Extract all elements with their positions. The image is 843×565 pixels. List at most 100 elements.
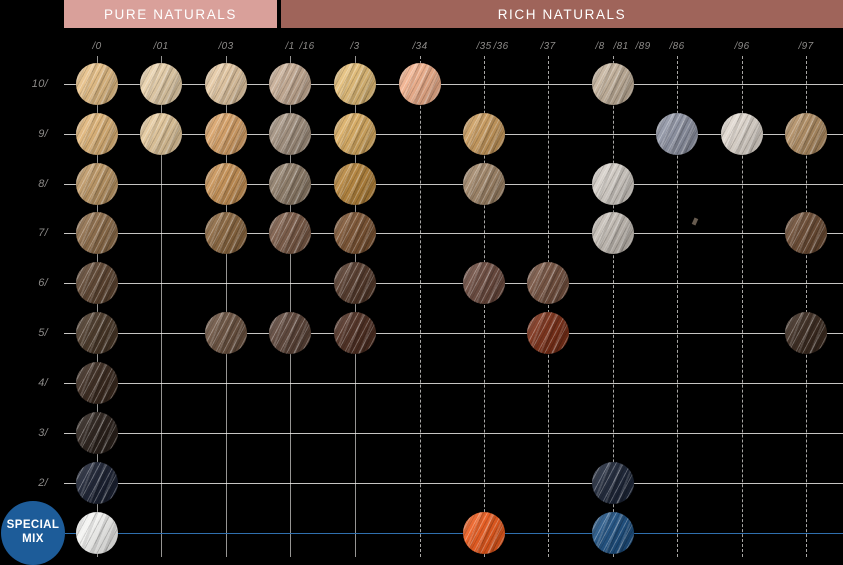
shade-7-97-highlight bbox=[785, 212, 827, 254]
shade-3-0[interactable] bbox=[76, 412, 118, 454]
shade-9-0[interactable] bbox=[76, 113, 118, 155]
grid-vline-c6 bbox=[420, 56, 421, 557]
shade-4-0-highlight bbox=[76, 362, 118, 404]
grid-hline-r8 bbox=[64, 184, 843, 185]
shade-2-8[interactable] bbox=[592, 462, 634, 504]
shade-6-35-texture bbox=[463, 262, 505, 304]
shade-2-0[interactable] bbox=[76, 462, 118, 504]
shade-4-0-texture bbox=[76, 362, 118, 404]
shade-10-3-highlight bbox=[334, 63, 376, 105]
special-mix-white-highlight bbox=[76, 512, 118, 554]
shade-10-0-highlight bbox=[76, 63, 118, 105]
shade-10-01-texture bbox=[140, 63, 182, 105]
shade-10-1[interactable] bbox=[269, 63, 311, 105]
shade-10-03-highlight bbox=[205, 63, 247, 105]
special-mix-orange[interactable] bbox=[463, 512, 505, 554]
shade-4-0[interactable] bbox=[76, 362, 118, 404]
special-mix-badge[interactable]: SPECIAL MIX bbox=[1, 501, 65, 565]
shade-5-03[interactable] bbox=[205, 312, 247, 354]
shade-7-8-highlight bbox=[592, 212, 634, 254]
row-label-r4: 4/ bbox=[38, 377, 48, 389]
column-label-c4: /16 bbox=[299, 41, 315, 52]
special-mix-blue[interactable] bbox=[592, 512, 634, 554]
shade-10-1-texture bbox=[269, 63, 311, 105]
shade-9-97[interactable] bbox=[785, 113, 827, 155]
shade-9-03[interactable] bbox=[205, 113, 247, 155]
shade-7-97[interactable] bbox=[785, 212, 827, 254]
column-label-c1: /01 bbox=[153, 41, 169, 52]
shade-10-0-texture bbox=[76, 63, 118, 105]
shade-8-8-highlight bbox=[592, 163, 634, 205]
shade-7-03[interactable] bbox=[205, 212, 247, 254]
shade-8-1[interactable] bbox=[269, 163, 311, 205]
grid-vline-c9 bbox=[548, 56, 549, 557]
shade-6-35[interactable] bbox=[463, 262, 505, 304]
shade-5-0[interactable] bbox=[76, 312, 118, 354]
shade-9-96-highlight bbox=[721, 113, 763, 155]
shade-7-0[interactable] bbox=[76, 212, 118, 254]
shade-7-8[interactable] bbox=[592, 212, 634, 254]
row-label-r9: 9/ bbox=[38, 128, 48, 140]
column-label-c15: /97 bbox=[798, 41, 814, 52]
column-label-c3: /1 bbox=[285, 41, 295, 52]
shade-6-37-texture bbox=[527, 262, 569, 304]
shade-9-1[interactable] bbox=[269, 113, 311, 155]
render-artifact-0 bbox=[691, 217, 699, 226]
shade-8-3-texture bbox=[334, 163, 376, 205]
shade-2-0-highlight bbox=[76, 462, 118, 504]
shade-5-3[interactable] bbox=[334, 312, 376, 354]
grid-vline-c14 bbox=[742, 56, 743, 557]
shade-9-86[interactable] bbox=[656, 113, 698, 155]
shade-8-03[interactable] bbox=[205, 163, 247, 205]
column-label-c9: /37 bbox=[540, 41, 556, 52]
shade-10-8-highlight bbox=[592, 63, 634, 105]
shade-7-3[interactable] bbox=[334, 212, 376, 254]
shade-6-3[interactable] bbox=[334, 262, 376, 304]
shade-8-35[interactable] bbox=[463, 163, 505, 205]
shade-6-0-highlight bbox=[76, 262, 118, 304]
shade-6-37[interactable] bbox=[527, 262, 569, 304]
shade-10-01-highlight bbox=[140, 63, 182, 105]
shade-8-0[interactable] bbox=[76, 163, 118, 205]
shade-9-3[interactable] bbox=[334, 113, 376, 155]
shade-8-0-highlight bbox=[76, 163, 118, 205]
shade-8-3[interactable] bbox=[334, 163, 376, 205]
shade-9-35[interactable] bbox=[463, 113, 505, 155]
shade-8-8[interactable] bbox=[592, 163, 634, 205]
shade-7-8-texture bbox=[592, 212, 634, 254]
special-mix-orange-texture bbox=[463, 512, 505, 554]
shade-10-0[interactable] bbox=[76, 63, 118, 105]
shade-10-8[interactable] bbox=[592, 63, 634, 105]
shade-6-0-texture bbox=[76, 262, 118, 304]
special-mix-blue-highlight bbox=[592, 512, 634, 554]
shade-5-3-texture bbox=[334, 312, 376, 354]
shade-5-97[interactable] bbox=[785, 312, 827, 354]
shade-10-03[interactable] bbox=[205, 63, 247, 105]
shade-7-1[interactable] bbox=[269, 212, 311, 254]
shade-6-37-highlight bbox=[527, 262, 569, 304]
grid-vline-c1 bbox=[161, 56, 162, 557]
shade-9-3-highlight bbox=[334, 113, 376, 155]
shade-5-1-texture bbox=[269, 312, 311, 354]
column-label-c13: /86 bbox=[669, 41, 685, 52]
shade-9-01-highlight bbox=[140, 113, 182, 155]
shade-6-0[interactable] bbox=[76, 262, 118, 304]
shade-5-1[interactable] bbox=[269, 312, 311, 354]
shade-9-96[interactable] bbox=[721, 113, 763, 155]
shade-5-97-texture bbox=[785, 312, 827, 354]
shade-10-01[interactable] bbox=[140, 63, 182, 105]
special-mix-white[interactable] bbox=[76, 512, 118, 554]
grid-hline-r3 bbox=[64, 433, 843, 434]
shade-10-34[interactable] bbox=[399, 63, 441, 105]
column-label-c12: /89 bbox=[635, 41, 651, 52]
shade-2-8-texture bbox=[592, 462, 634, 504]
shade-10-1-highlight bbox=[269, 63, 311, 105]
shade-9-35-texture bbox=[463, 113, 505, 155]
shade-5-37[interactable] bbox=[527, 312, 569, 354]
shade-9-97-highlight bbox=[785, 113, 827, 155]
shade-9-01[interactable] bbox=[140, 113, 182, 155]
shade-10-8-texture bbox=[592, 63, 634, 105]
shade-10-3[interactable] bbox=[334, 63, 376, 105]
grid-hline-r5 bbox=[64, 333, 843, 334]
shade-9-0-texture bbox=[76, 113, 118, 155]
